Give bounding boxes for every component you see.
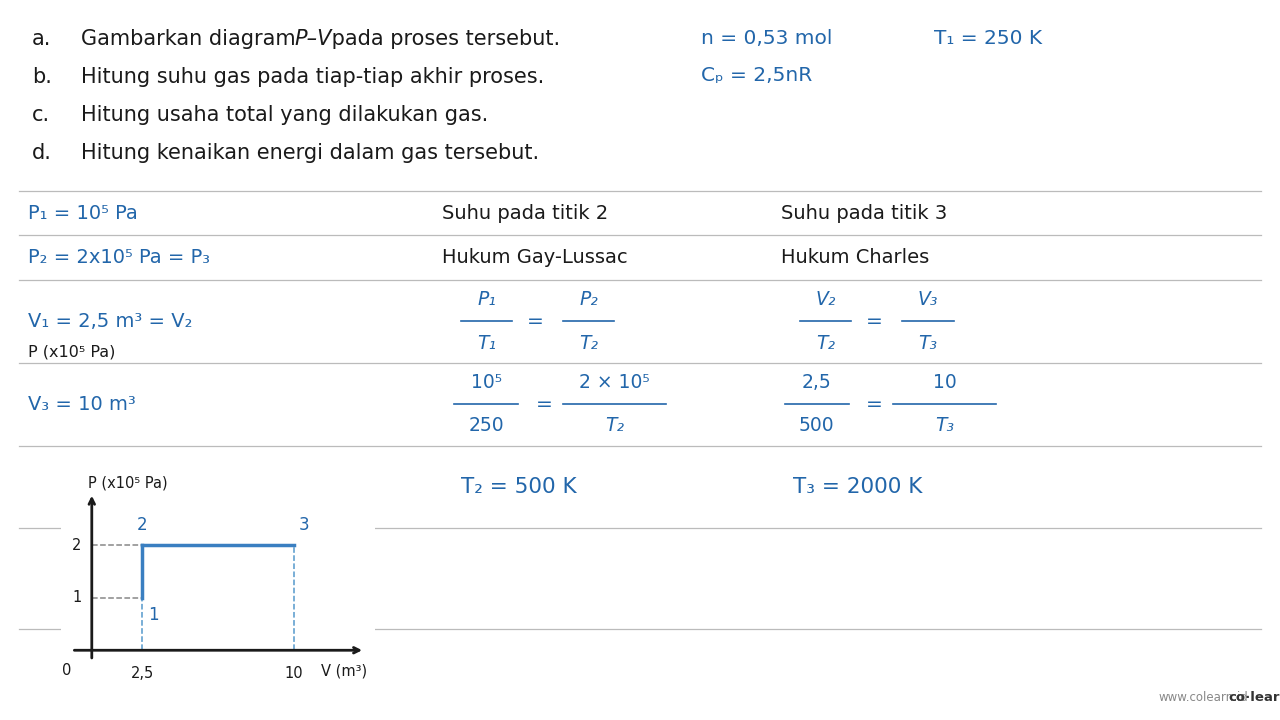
Text: 250: 250: [468, 416, 504, 436]
Text: P₂ = 2x10⁵ Pa = P₃: P₂ = 2x10⁵ Pa = P₃: [28, 248, 210, 267]
Text: 1: 1: [148, 606, 159, 624]
Text: T₂: T₂: [605, 416, 623, 436]
Text: =: =: [865, 312, 883, 331]
Text: T₃ = 2000 K: T₃ = 2000 K: [792, 477, 923, 497]
Text: T₃: T₃: [919, 333, 937, 353]
Text: Hitung kenaikan energi dalam gas tersebut.: Hitung kenaikan energi dalam gas tersebu…: [81, 143, 539, 163]
Text: 10: 10: [933, 373, 956, 392]
Text: T₂: T₂: [580, 333, 598, 353]
Text: n = 0,53 mol: n = 0,53 mol: [701, 29, 833, 48]
Text: 2,5: 2,5: [131, 666, 154, 681]
Text: Hitung usaha total yang dilakukan gas.: Hitung usaha total yang dilakukan gas.: [81, 105, 488, 125]
Text: V₁ = 2,5 m³ = V₂: V₁ = 2,5 m³ = V₂: [28, 312, 193, 331]
Text: T₂: T₂: [817, 333, 835, 353]
Text: Suhu pada titik 3: Suhu pada titik 3: [781, 204, 947, 222]
Text: P (x10⁵ Pa): P (x10⁵ Pa): [88, 475, 168, 490]
Text: =: =: [535, 395, 553, 414]
Text: 2,5: 2,5: [801, 373, 832, 392]
Text: a.: a.: [32, 29, 51, 49]
Text: co·learn: co·learn: [1229, 691, 1280, 704]
Text: =: =: [526, 312, 544, 331]
Text: 500: 500: [799, 416, 835, 436]
Text: T₁ = 250 K: T₁ = 250 K: [934, 29, 1042, 48]
Text: P–V: P–V: [294, 29, 332, 49]
Text: b.: b.: [32, 67, 52, 87]
Text: V (m³): V (m³): [321, 663, 367, 678]
Text: V₃: V₃: [918, 290, 938, 310]
Text: 10: 10: [284, 666, 303, 681]
Text: Hukum Gay-Lussac: Hukum Gay-Lussac: [442, 248, 627, 267]
Text: V₃ = 10 m³: V₃ = 10 m³: [28, 395, 136, 414]
Text: Suhu pada titik 2: Suhu pada titik 2: [442, 204, 608, 222]
Text: 1: 1: [73, 590, 82, 606]
Text: T₂ = 500 K: T₂ = 500 K: [461, 477, 576, 497]
Text: T₁: T₁: [477, 333, 495, 353]
Text: P (x10⁵ Pa): P (x10⁵ Pa): [28, 344, 115, 359]
Text: =: =: [865, 395, 883, 414]
Text: www.colearn.id: www.colearn.id: [1158, 691, 1248, 704]
Text: V₂: V₂: [815, 290, 836, 310]
Text: 3: 3: [300, 516, 310, 534]
Text: P₁: P₁: [477, 290, 495, 310]
Text: 0: 0: [63, 663, 72, 678]
Text: Hitung suhu gas pada tiap-tiap akhir proses.: Hitung suhu gas pada tiap-tiap akhir pro…: [81, 67, 544, 87]
Text: 2 × 10⁵: 2 × 10⁵: [579, 373, 650, 392]
Text: pada proses tersebut.: pada proses tersebut.: [325, 29, 561, 49]
Text: Gambarkan diagram: Gambarkan diagram: [81, 29, 302, 49]
Text: Hukum Charles: Hukum Charles: [781, 248, 929, 267]
Text: P₂: P₂: [580, 290, 598, 310]
Text: 10⁵: 10⁵: [471, 373, 502, 392]
Text: Cₚ = 2,5nR: Cₚ = 2,5nR: [701, 66, 813, 85]
Text: T₃: T₃: [936, 416, 954, 436]
Text: d.: d.: [32, 143, 52, 163]
Text: 2: 2: [72, 538, 82, 553]
Text: P₁ = 10⁵ Pa: P₁ = 10⁵ Pa: [28, 204, 138, 222]
Text: c.: c.: [32, 105, 50, 125]
Text: 2: 2: [137, 516, 147, 534]
